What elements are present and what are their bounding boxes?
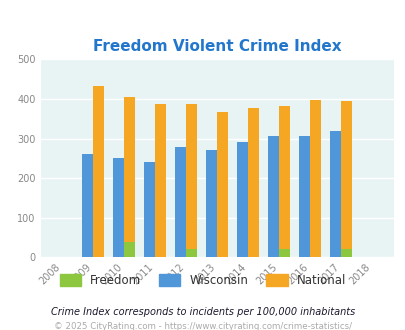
Bar — [279, 249, 289, 257]
Bar — [113, 158, 124, 257]
Bar — [124, 242, 135, 257]
Legend: Freedom, Wisconsin, National: Freedom, Wisconsin, National — [55, 269, 350, 292]
Bar — [279, 106, 289, 257]
Bar — [124, 97, 135, 257]
Bar — [144, 162, 155, 257]
Title: Freedom Violent Crime Index: Freedom Violent Crime Index — [93, 39, 341, 54]
Bar — [340, 249, 351, 257]
Bar — [175, 147, 186, 257]
Bar — [206, 150, 217, 257]
Bar — [309, 100, 320, 257]
Text: Crime Index corresponds to incidents per 100,000 inhabitants: Crime Index corresponds to incidents per… — [51, 307, 354, 317]
Bar — [268, 136, 279, 257]
Bar — [82, 154, 93, 257]
Bar — [298, 136, 309, 257]
Bar — [186, 104, 196, 257]
Bar — [340, 101, 351, 257]
Bar — [155, 104, 166, 257]
Bar — [330, 131, 340, 257]
Bar — [186, 249, 196, 257]
Text: © 2025 CityRating.com - https://www.cityrating.com/crime-statistics/: © 2025 CityRating.com - https://www.city… — [54, 321, 351, 330]
Bar — [93, 86, 104, 257]
Bar — [247, 108, 258, 257]
Bar — [237, 142, 247, 257]
Bar — [217, 112, 228, 257]
